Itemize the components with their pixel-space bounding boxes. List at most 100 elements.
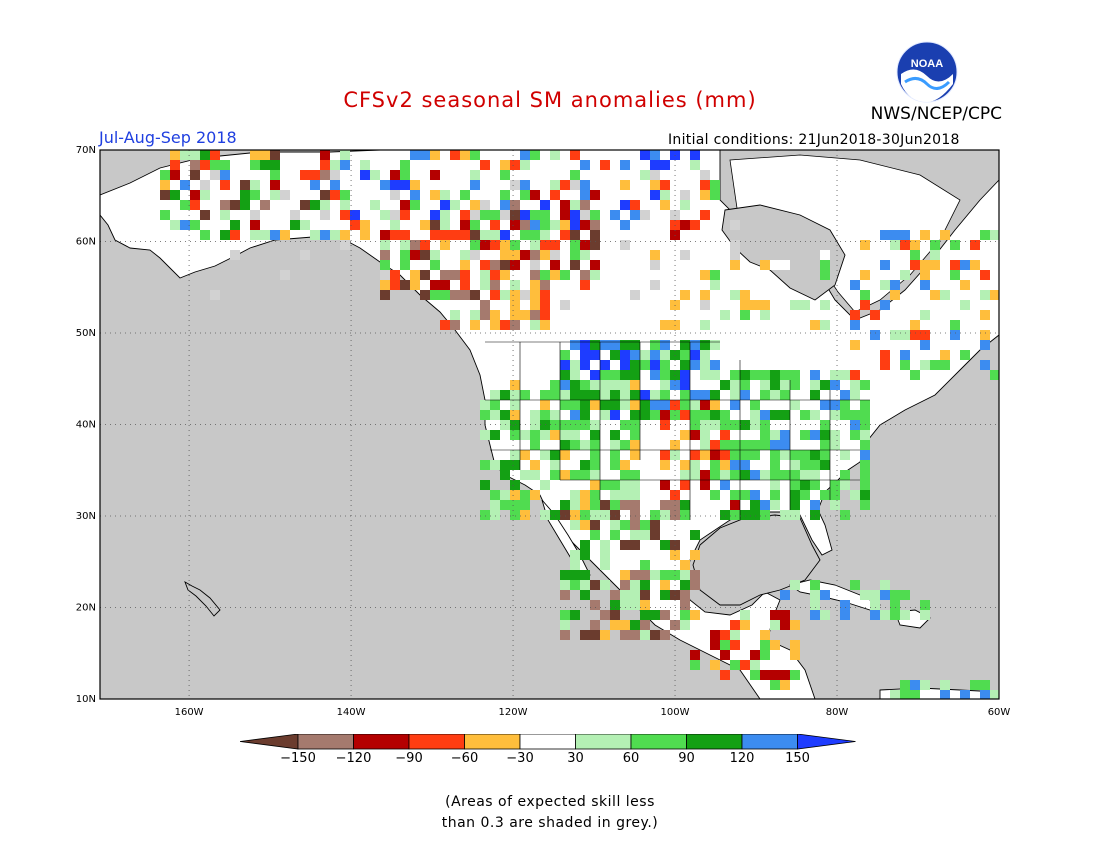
lat-label: 20N xyxy=(76,603,96,614)
anomaly-cell xyxy=(700,470,710,480)
anomaly-cell xyxy=(510,220,520,230)
anomaly-cell xyxy=(640,560,650,570)
anomaly-cell xyxy=(730,370,740,380)
anomaly-cell xyxy=(550,190,560,200)
anomaly-cell xyxy=(720,440,730,450)
anomaly-cell xyxy=(650,570,660,580)
anomaly-cell xyxy=(680,350,690,360)
anomaly-cell xyxy=(560,360,570,370)
anomaly-cell xyxy=(520,250,530,260)
anomaly-cell xyxy=(800,470,810,480)
anomaly-cell xyxy=(350,220,360,230)
anomaly-cell xyxy=(860,470,870,480)
anomaly-cell xyxy=(880,580,890,590)
anomaly-cell xyxy=(330,230,340,240)
anomaly-cell xyxy=(730,470,740,480)
anomaly-cell xyxy=(740,300,750,310)
anomaly-cell xyxy=(690,570,700,580)
anomaly-cell xyxy=(770,430,780,440)
anomaly-cell xyxy=(780,470,790,480)
legend-color-box xyxy=(630,734,687,750)
anomaly-cell xyxy=(480,160,490,170)
anomaly-cell xyxy=(720,460,730,470)
anomaly-cell xyxy=(460,210,470,220)
anomaly-cell xyxy=(860,380,870,390)
anomaly-cell xyxy=(660,340,670,350)
anomaly-cell xyxy=(780,680,790,690)
anomaly-cell xyxy=(770,670,780,680)
anomaly-cell xyxy=(270,160,280,170)
anomaly-cell xyxy=(740,610,750,620)
anomaly-cell xyxy=(820,450,830,460)
anomaly-cell xyxy=(410,280,420,290)
anomaly-cell xyxy=(510,460,520,470)
anomaly-cell xyxy=(560,620,570,630)
anomaly-cell xyxy=(680,370,690,380)
anomaly-cell xyxy=(780,430,790,440)
anomaly-cell xyxy=(610,460,620,470)
anomaly-cell xyxy=(530,240,540,250)
anomaly-cell xyxy=(890,240,900,250)
anomaly-cell xyxy=(680,220,690,230)
anomaly-cell xyxy=(510,450,520,460)
anomaly-cell xyxy=(560,380,570,390)
anomaly-cell xyxy=(690,610,700,620)
anomaly-cell xyxy=(930,240,940,250)
anomaly-cell xyxy=(380,210,390,220)
anomaly-cell xyxy=(630,210,640,220)
anomaly-cell xyxy=(540,420,550,430)
anomaly-cell xyxy=(690,580,700,590)
anomaly-cell xyxy=(700,210,710,220)
anomaly-cell xyxy=(680,380,690,390)
anomaly-cell xyxy=(300,200,310,210)
lat-label: 30N xyxy=(76,511,96,522)
anomaly-cell xyxy=(860,420,870,430)
anomaly-cell xyxy=(210,160,220,170)
low-skill-cell xyxy=(250,210,260,220)
legend-color-box xyxy=(741,734,798,750)
anomaly-cell xyxy=(680,340,690,350)
anomaly-cell xyxy=(590,480,600,490)
low-skill-cell xyxy=(290,210,300,220)
anomaly-cell xyxy=(570,470,580,480)
anomaly-cell xyxy=(490,460,500,470)
anomaly-cell xyxy=(770,680,780,690)
anomaly-cell xyxy=(590,350,600,360)
anomaly-cell xyxy=(960,280,970,290)
anomaly-cell xyxy=(400,180,410,190)
anomaly-cell xyxy=(580,470,590,480)
legend-color-box xyxy=(408,734,465,750)
anomaly-cell xyxy=(620,200,630,210)
anomaly-cell xyxy=(680,290,690,300)
anomaly-cell xyxy=(170,220,180,230)
anomaly-cell xyxy=(570,440,580,450)
anomaly-cell xyxy=(620,180,630,190)
anomaly-cell xyxy=(260,200,270,210)
anomaly-cell xyxy=(780,440,790,450)
anomaly-cell xyxy=(590,620,600,630)
anomaly-cell xyxy=(360,160,370,170)
anomaly-cell xyxy=(430,280,440,290)
anomaly-cell xyxy=(860,290,870,300)
anomaly-cell xyxy=(580,570,590,580)
anomaly-cell xyxy=(590,600,600,610)
anomaly-cell xyxy=(780,610,790,620)
anomaly-cell xyxy=(700,400,710,410)
anomaly-cell xyxy=(660,320,670,330)
anomaly-cell xyxy=(410,250,420,260)
anomaly-cell xyxy=(460,250,470,260)
anomaly-cell xyxy=(980,310,990,320)
anomaly-cell xyxy=(550,450,560,460)
anomaly-cell xyxy=(650,520,660,530)
anomaly-cell xyxy=(510,510,520,520)
anomaly-cell xyxy=(660,630,670,640)
anomaly-cell xyxy=(910,330,920,340)
anomaly-cell xyxy=(650,350,660,360)
low-skill-cell xyxy=(210,170,220,180)
anomaly-cell xyxy=(790,480,800,490)
anomaly-cell xyxy=(980,680,990,690)
anomaly-cell xyxy=(750,500,760,510)
anomaly-cell xyxy=(770,490,780,500)
anomaly-cell xyxy=(750,450,760,460)
anomaly-cell xyxy=(320,230,330,240)
